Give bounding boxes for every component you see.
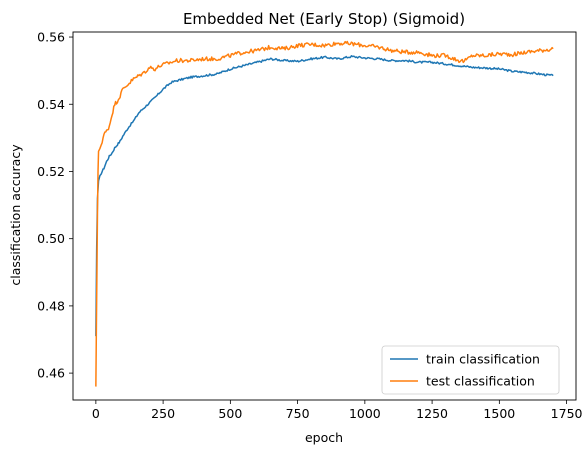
x-axis-label: epoch: [305, 430, 343, 445]
series-line-train: [95, 55, 554, 337]
x-tick-label: 1750: [551, 406, 583, 421]
y-tick-label: 0.46: [37, 366, 65, 381]
y-tick-label: 0.56: [37, 30, 65, 45]
legend-label: test classification: [426, 374, 535, 389]
series-line-test: [95, 40, 554, 387]
y-tick-label: 0.54: [37, 97, 65, 112]
legend-box: [381, 345, 560, 395]
plot-area: [95, 40, 554, 387]
x-tick-label: 250: [151, 406, 175, 421]
y-tick-label: 0.50: [37, 231, 65, 246]
y-tick-label: 0.52: [37, 164, 65, 179]
axes-frame: [72, 31, 577, 401]
x-tick-label: 0: [92, 406, 100, 421]
x-tick-label: 500: [218, 406, 242, 421]
x-axis-ticks: 0 250 500 750 1000 1250 1500 1750: [92, 400, 583, 421]
x-tick-label: 1000: [349, 406, 381, 421]
chart-title: Embedded Net (Early Stop) (Sigmoid): [183, 10, 465, 28]
x-tick-label: 1250: [416, 406, 448, 421]
y-axis-ticks: 0.46 0.48 0.50 0.52 0.54 0.56: [37, 30, 73, 381]
legend: train classification test classification: [381, 345, 560, 395]
x-tick-label: 750: [286, 406, 310, 421]
y-tick-label: 0.48: [37, 298, 65, 313]
legend-label: train classification: [426, 352, 540, 367]
x-tick-label: 1500: [483, 406, 515, 421]
y-axis-label: classification accuracy: [8, 144, 23, 286]
